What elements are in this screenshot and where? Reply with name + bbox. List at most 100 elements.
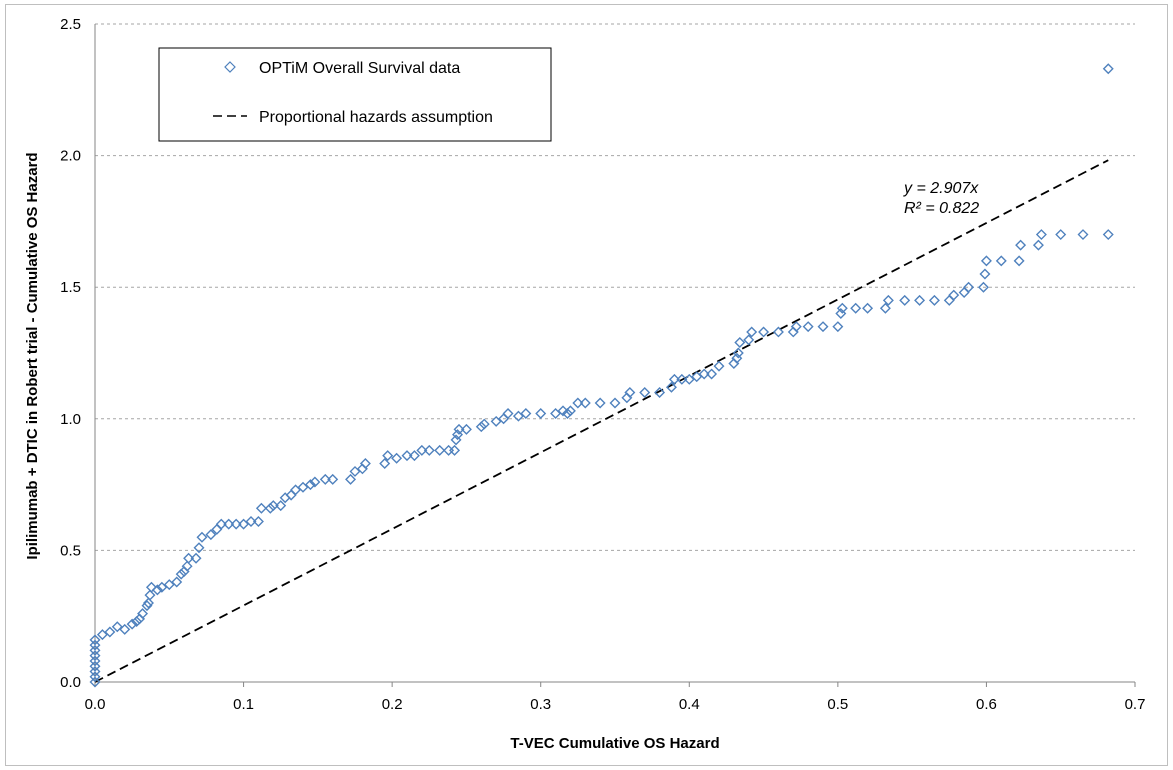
data-point (275, 500, 287, 512)
data-point (119, 623, 131, 635)
data-point (193, 542, 205, 554)
data-point (832, 321, 844, 333)
data-point (746, 326, 758, 338)
data-point (89, 671, 101, 683)
data-point (453, 423, 465, 435)
x-tick-label: 0.3 (530, 696, 551, 713)
data-point (557, 405, 569, 417)
data-point (215, 518, 227, 530)
data-point (89, 676, 101, 688)
x-tick-label: 0.1 (233, 696, 254, 713)
data-point (290, 484, 302, 496)
data-point (183, 552, 195, 564)
legend: OPTiM Overall Survival data Proportional… (158, 47, 552, 142)
data-point (89, 655, 101, 667)
data-point (190, 552, 202, 564)
data-point (772, 326, 784, 338)
data-point (836, 302, 848, 314)
data-point (520, 408, 532, 420)
data-point (379, 458, 391, 470)
data-point (1013, 255, 1025, 267)
data-point (943, 294, 955, 306)
data-point (512, 410, 524, 422)
data-point (345, 473, 357, 485)
y-axis-title: Ipilimumab + DTIC in Robert trial - Cumu… (24, 152, 41, 559)
data-point (145, 581, 157, 593)
data-point (1035, 229, 1047, 241)
data-point (205, 529, 217, 541)
data-point (963, 281, 975, 293)
data-point (572, 397, 584, 409)
data-point (181, 560, 193, 572)
data-point (654, 386, 666, 398)
data-point (882, 294, 894, 306)
y-tick-label: 0.5 (60, 542, 81, 559)
legend-label-line: Proportional hazards assumption (259, 109, 493, 126)
data-point (665, 381, 677, 393)
y-tick-label: 0.0 (60, 674, 81, 691)
data-point (948, 289, 960, 301)
y-tick-label: 2.5 (60, 16, 81, 33)
data-point (1102, 63, 1114, 75)
data-point (564, 405, 576, 417)
r-squared-label: R² = 0.822 (904, 200, 979, 217)
data-point (126, 618, 138, 630)
y-tick-label: 1.5 (60, 279, 81, 296)
legend-diamond-marker (224, 61, 236, 73)
y-tick-label: 1.0 (60, 411, 81, 428)
data-point (691, 371, 703, 383)
data-point (579, 397, 591, 409)
data-point (475, 421, 487, 433)
legend-label-data: OPTiM Overall Survival data (259, 60, 460, 77)
data-point (862, 302, 874, 314)
data-point (460, 423, 472, 435)
y-tick-labels: 0.0 0.5 1.0 1.5 2.0 2.5 (60, 16, 81, 691)
data-point (163, 579, 175, 591)
data-point (111, 621, 123, 633)
data-point (879, 302, 891, 314)
data-point (490, 415, 502, 427)
data-point (817, 321, 829, 333)
data-point (698, 368, 710, 380)
data-point (89, 634, 101, 646)
data-point (423, 444, 435, 456)
x-tick-label: 0.7 (1125, 696, 1146, 713)
data-point (151, 584, 163, 596)
data-point (594, 397, 606, 409)
data-point (561, 408, 573, 420)
data-point (732, 347, 744, 359)
data-point (304, 479, 316, 491)
data-point (255, 502, 267, 514)
data-point (1102, 229, 1114, 241)
data-point (89, 639, 101, 651)
data-point (230, 518, 242, 530)
data-point (550, 408, 562, 420)
data-point (327, 473, 339, 485)
data-point (196, 531, 208, 543)
proportional-hazards-line (94, 159, 1109, 683)
data-point (1015, 239, 1027, 251)
data-point (264, 502, 276, 514)
data-point (382, 450, 394, 462)
regression-line-layer (94, 159, 1109, 683)
data-point (171, 576, 183, 588)
data-point (734, 336, 746, 348)
data-point (144, 589, 156, 601)
x-tick-label: 0.2 (382, 696, 403, 713)
data-point (609, 397, 621, 409)
y-tick-label: 2.0 (60, 148, 81, 165)
x-tick-labels: 0.0 0.1 0.2 0.3 0.4 0.5 0.6 0.7 (85, 682, 1146, 713)
data-point (175, 568, 187, 580)
data-point (1055, 229, 1067, 241)
data-point (713, 360, 725, 372)
data-point (416, 444, 428, 456)
data-point (142, 597, 154, 609)
data-point (914, 294, 926, 306)
data-point (238, 518, 250, 530)
x-tick-label: 0.4 (679, 696, 700, 713)
data-point (131, 615, 143, 627)
chart-frame (5, 4, 1168, 766)
data-point (958, 286, 970, 298)
data-point (104, 626, 116, 638)
